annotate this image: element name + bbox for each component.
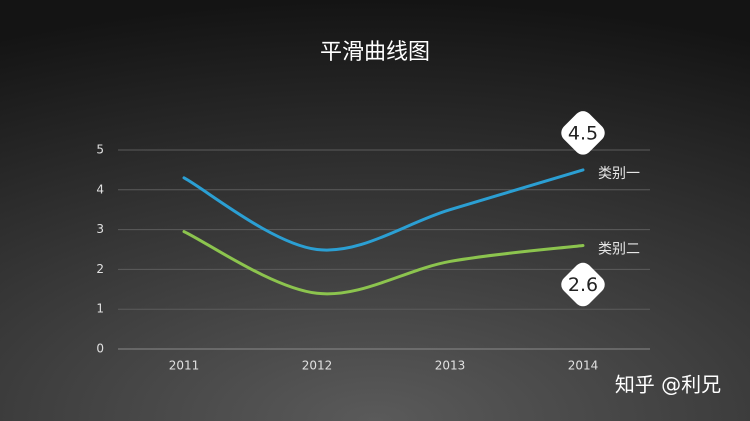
watermark: 知乎 @利兄 bbox=[615, 373, 721, 397]
y-tick-label: 0 bbox=[96, 342, 104, 356]
y-tick-label: 5 bbox=[96, 143, 104, 157]
value-label-bg bbox=[561, 262, 605, 307]
value-label: 2.6 bbox=[568, 274, 598, 296]
x-tick-label: 2011 bbox=[169, 359, 200, 373]
value-label-bg bbox=[561, 111, 605, 155]
x-tick-label: 2013 bbox=[435, 359, 466, 373]
y-tick-label: 1 bbox=[96, 302, 104, 316]
y-tick-label: 4 bbox=[96, 182, 104, 196]
y-tick-label: 3 bbox=[96, 222, 104, 236]
legend-label: 类别二 bbox=[598, 242, 640, 258]
x-tick-label: 2012 bbox=[302, 359, 333, 373]
y-tick-label: 2 bbox=[96, 262, 104, 276]
line bbox=[182, 168, 585, 252]
line bbox=[182, 230, 585, 296]
x-tick-label: 2014 bbox=[568, 359, 599, 373]
legend-label: 类别一 bbox=[598, 166, 640, 182]
chart-title: 平滑曲线图 bbox=[320, 40, 430, 65]
value-label: 4.5 bbox=[568, 122, 598, 144]
